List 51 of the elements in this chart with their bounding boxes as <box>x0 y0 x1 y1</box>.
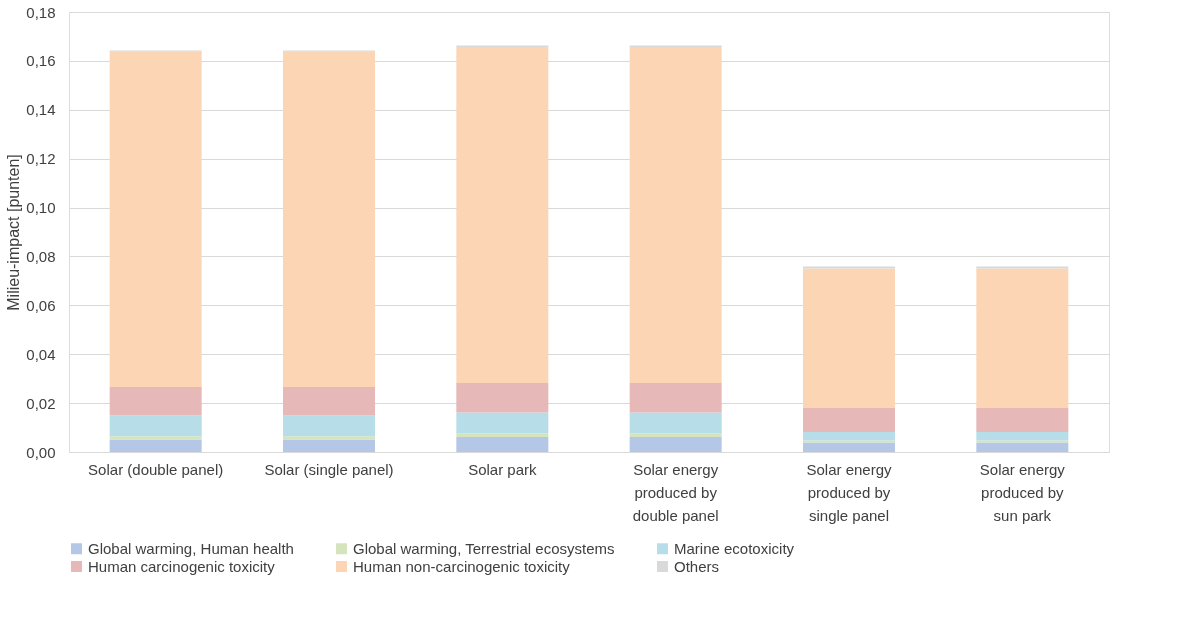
bar <box>629 46 722 384</box>
y-tick-label: 0,04 <box>26 345 56 363</box>
bar <box>283 415 375 437</box>
bar <box>109 439 202 452</box>
y-axis-title: Milieu-impact [punten] <box>5 154 23 311</box>
legend-label: Global warming, Human health <box>88 539 294 557</box>
bar <box>456 433 549 438</box>
y-tick-label: 0,02 <box>26 394 56 412</box>
bar <box>803 442 895 452</box>
bar <box>283 386 375 416</box>
y-tick-label: 0,14 <box>26 101 56 119</box>
bar <box>283 51 375 387</box>
bar <box>456 437 549 452</box>
bar <box>629 437 722 452</box>
bar <box>283 439 375 452</box>
x-tick-label: Solar (double panel) <box>88 460 224 478</box>
bar <box>976 408 1069 432</box>
x-tick-label: Solar energy produced by double panel <box>632 460 719 524</box>
bar <box>629 412 722 434</box>
bar <box>456 46 549 384</box>
legend-label: Marine ecotoxicity <box>674 539 795 557</box>
legend-label: Human non-carcinogenic toxicity <box>353 557 571 575</box>
bar <box>283 436 375 440</box>
y-tick-label: 0,10 <box>26 199 56 217</box>
y-tick-label: 0,06 <box>26 296 56 314</box>
bar <box>803 431 895 441</box>
legend-label: Others <box>674 557 720 575</box>
y-tick-label: 0,12 <box>26 150 56 168</box>
bar <box>976 431 1069 441</box>
bar <box>629 383 722 413</box>
x-tick-label: Solar (single panel) <box>264 460 394 478</box>
bar <box>976 268 1069 408</box>
bar <box>109 51 202 387</box>
bar <box>629 433 722 438</box>
y-tick-label: 0,08 <box>26 247 56 265</box>
y-tick-label: 0,16 <box>26 52 56 70</box>
x-tick-label: Solar park <box>468 460 538 478</box>
bar <box>109 386 202 416</box>
bar <box>803 408 895 432</box>
bar <box>456 412 549 434</box>
bar <box>109 436 202 440</box>
bar <box>803 268 895 408</box>
x-tick-label: Solar energy produced by single panel <box>806 460 893 524</box>
bar <box>976 442 1069 452</box>
bar <box>109 415 202 437</box>
legend-label: Human carcinogenic toxicity <box>88 557 276 575</box>
legend-label: Global warming, Terrestrial ecosystems <box>353 539 615 557</box>
x-tick-label: Solar energy produced by sun park <box>979 460 1066 524</box>
bar <box>456 383 549 413</box>
y-tick-label: 0,18 <box>26 3 56 21</box>
y-tick-label: 0,00 <box>26 443 56 461</box>
